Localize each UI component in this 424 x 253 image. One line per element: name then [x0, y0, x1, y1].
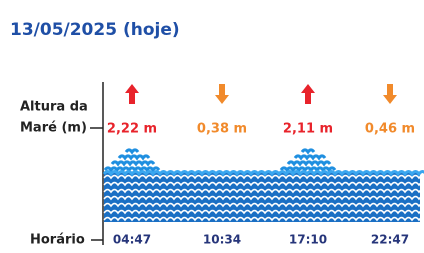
wave-line — [104, 197, 424, 199]
tide-height: 0,46 m — [365, 122, 415, 137]
tide-time: 04:47 — [113, 233, 151, 247]
wave-line — [104, 176, 424, 178]
wave-line — [104, 211, 424, 213]
wave-line — [104, 172, 424, 174]
wave-line — [104, 190, 424, 192]
tide-time: 10:34 — [203, 233, 241, 247]
time-label: Horário — [30, 233, 85, 248]
tide-time: 22:47 — [371, 233, 409, 247]
tide-height: 2,22 m — [107, 122, 157, 137]
wave-line — [104, 218, 424, 220]
height-label: Altura da — [20, 100, 88, 115]
tide-card: 13/05/2025 (hoje) Altura da Maré (m) Hor… — [0, 0, 424, 253]
wave-line — [104, 204, 424, 206]
tide-height: 0,38 m — [197, 122, 247, 137]
wave-line — [104, 183, 424, 185]
tide-height: 2,11 m — [283, 122, 333, 137]
title: 13/05/2025 (hoje) — [10, 20, 180, 40]
wave-crest — [126, 150, 138, 152]
wave-crest — [302, 150, 314, 152]
height-label: Maré (m) — [20, 121, 87, 136]
tide-time: 17:10 — [289, 233, 327, 247]
